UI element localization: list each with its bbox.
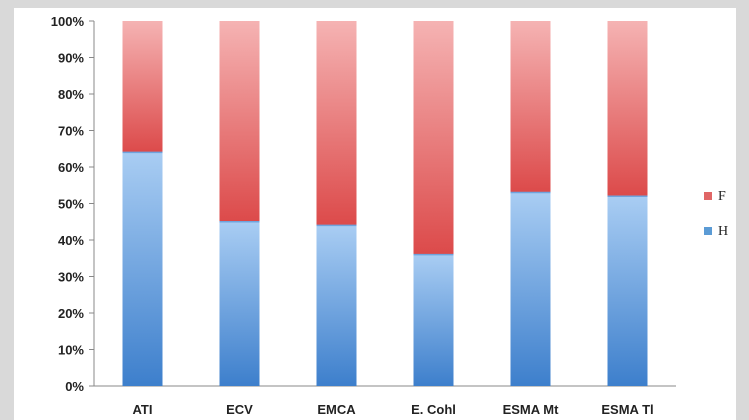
y-tick-label: 20%	[58, 306, 84, 321]
bars	[122, 21, 648, 386]
y-tick-label: 80%	[58, 87, 84, 102]
x-tick-label: E. Cohl	[411, 402, 456, 417]
bar-f-ecv	[219, 21, 260, 222]
y-tick-labels: 0% 10% 20% 30% 40% 50% 60% 70% 80% 90% 100%	[51, 14, 85, 394]
y-tick-label: 50%	[58, 197, 84, 212]
y-tick-label: 60%	[58, 160, 84, 175]
legend-swatch-h	[704, 227, 712, 235]
y-tick-label: 30%	[58, 270, 84, 285]
axes	[89, 20, 676, 387]
x-tick-labels: ATI ECV EMCA E. Cohl ESMA Mt ESMA Tl	[133, 402, 654, 417]
y-tick-label: 90%	[58, 51, 84, 66]
bar-h-emca	[316, 225, 357, 386]
y-tick-label: 40%	[58, 233, 84, 248]
x-tick-label: ATI	[133, 402, 153, 417]
bar-f-emca	[316, 21, 357, 226]
x-tick-label: ECV	[226, 402, 253, 417]
bar-h-esma-tl	[607, 196, 648, 386]
legend-label-h: H	[718, 224, 728, 239]
bar-f-esma-mt	[510, 21, 551, 193]
legend-label-f: F	[718, 189, 726, 204]
x-tick-label: EMCA	[317, 402, 356, 417]
bar-h-ati	[122, 152, 163, 386]
x-tick-label: ESMA Mt	[503, 402, 560, 417]
bar-f-ati	[122, 21, 163, 153]
bar-f-e-cohl	[413, 21, 454, 255]
chart-panel: 0% 10% 20% 30% 40% 50% 60% 70% 80% 90% 100% ATI ECV…	[14, 8, 736, 420]
bar-h-e-cohl	[413, 254, 454, 386]
stacked-bar-chart: 0% 10% 20% 30% 40% 50% 60% 70% 80% 90% 100% ATI ECV…	[51, 14, 728, 417]
y-tick-label: 70%	[58, 124, 84, 139]
legend: FH	[704, 189, 728, 239]
legend-swatch-f	[704, 192, 712, 200]
y-tick-label: 10%	[58, 343, 84, 358]
x-tick-label: ESMA Tl	[601, 402, 653, 417]
bar-f-esma-tl	[607, 21, 648, 197]
bar-h-esma-mt	[510, 192, 551, 386]
y-tick-label: 100%	[51, 14, 85, 29]
y-tick-label: 0%	[65, 379, 84, 394]
bar-h-ecv	[219, 221, 260, 386]
